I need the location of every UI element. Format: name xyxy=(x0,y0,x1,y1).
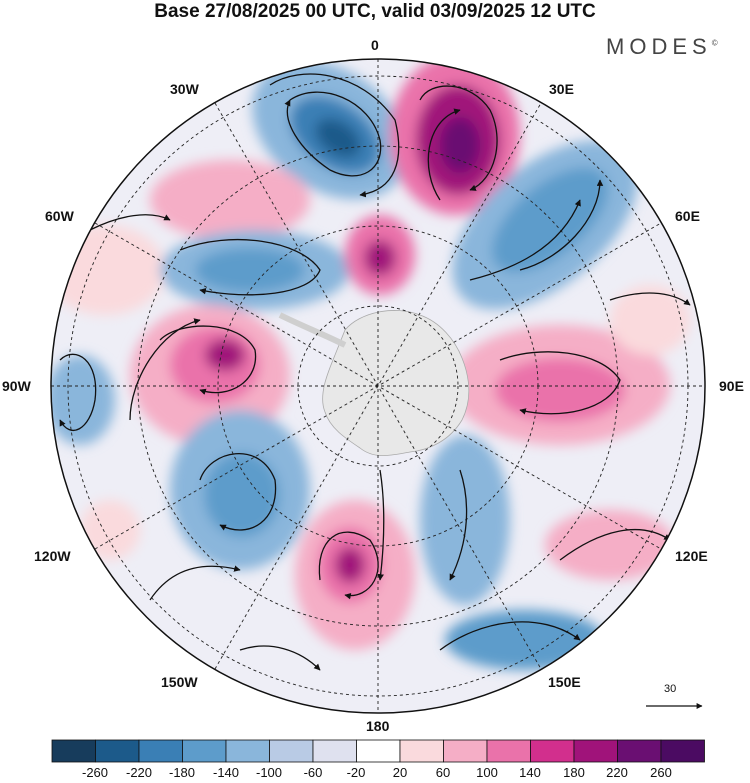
colorbar-label: -260 xyxy=(81,765,109,780)
streamline xyxy=(149,565,241,601)
anomaly-positive xyxy=(205,339,245,371)
colorbar-label: 140 xyxy=(519,765,541,780)
anomaly-negative xyxy=(315,118,361,158)
colorbar-swatch xyxy=(573,739,618,763)
colorbar-label: 220 xyxy=(606,765,628,780)
colorbar-label: 20 xyxy=(392,765,408,780)
streamline xyxy=(439,621,581,651)
colorbar-label: -20 xyxy=(346,765,366,780)
anomaly-positive xyxy=(495,358,625,422)
anomaly-negative xyxy=(51,355,115,445)
map-boundary xyxy=(50,58,706,714)
colorbar-label: -180 xyxy=(168,765,196,780)
streamline xyxy=(129,318,201,421)
lon-label-90e: 90E xyxy=(719,378,744,394)
lon-label-120e: 120E xyxy=(675,548,708,564)
colorbar-label: 60 xyxy=(435,765,451,780)
colorbar-label: -220 xyxy=(125,765,153,780)
anomaly-negative xyxy=(204,453,280,537)
graticule xyxy=(51,59,705,713)
streamline xyxy=(377,469,385,581)
anomaly-negative xyxy=(445,610,605,670)
streamline xyxy=(59,353,97,432)
lon-label-150w: 150W xyxy=(161,674,198,690)
anomaly-negative xyxy=(420,435,510,605)
streamline xyxy=(284,91,382,177)
lon-label-30e: 30E xyxy=(549,81,574,97)
colorbar xyxy=(51,739,705,763)
lon-label-0: 0 xyxy=(371,37,379,53)
streamline xyxy=(199,453,277,531)
colorbar-swatch xyxy=(225,739,270,763)
brand-logo: MODES© xyxy=(606,34,718,60)
anomaly-positive xyxy=(364,240,396,276)
anomaly-positive xyxy=(80,500,140,560)
brand-text: MODES xyxy=(606,34,712,59)
lon-label-180: 180 xyxy=(366,718,390,734)
colorbar-swatch xyxy=(95,739,140,763)
wind-streamlines xyxy=(59,73,691,671)
colorbar-swatch xyxy=(443,739,488,763)
streamline xyxy=(449,469,468,581)
colorbar-label: 180 xyxy=(563,765,585,780)
meridian xyxy=(214,102,542,670)
reference-vector-label: 30 xyxy=(664,683,677,695)
colorbar-swatch xyxy=(660,739,705,763)
anomaly-negative xyxy=(491,167,609,273)
streamline xyxy=(318,531,379,600)
colorbar-label: -100 xyxy=(255,765,283,780)
parallel xyxy=(67,75,689,697)
parallel xyxy=(297,305,459,467)
streamline xyxy=(239,645,321,671)
colorbar-swatch xyxy=(399,739,444,763)
streamline xyxy=(269,73,400,198)
anomaly-positive xyxy=(51,225,165,315)
colorbar-swatch xyxy=(486,739,531,763)
peninsula xyxy=(278,312,347,348)
anomaly-positive xyxy=(610,285,690,355)
lon-label-30w: 30W xyxy=(170,81,199,97)
colorbar-label: -60 xyxy=(303,765,323,780)
streamline xyxy=(609,292,691,306)
colorbar-label: -140 xyxy=(212,765,240,780)
streamline xyxy=(419,85,498,191)
lon-label-60e: 60E xyxy=(675,208,700,224)
colorbar-swatch xyxy=(356,739,401,763)
colorbar-swatch xyxy=(182,739,227,763)
anomaly-positive xyxy=(545,510,675,580)
lon-label-150e: 150E xyxy=(548,674,581,690)
colorbar-label: 260 xyxy=(650,765,672,780)
streamline xyxy=(427,108,461,201)
lon-label-60w: 60W xyxy=(45,208,74,224)
streamline xyxy=(499,351,621,415)
brand-mark: © xyxy=(711,38,718,48)
anomaly-positive xyxy=(335,547,365,583)
anomaly-positive xyxy=(440,117,480,173)
lon-label-120w: 120W xyxy=(34,548,71,564)
streamline xyxy=(159,325,257,395)
colorbar-swatch xyxy=(312,739,357,763)
anomaly-negative xyxy=(195,248,305,292)
streamline xyxy=(469,199,581,281)
colorbar-swatch xyxy=(138,739,183,763)
colorbar-swatch xyxy=(617,739,662,763)
map-title: Base 27/08/2025 00 UTC, valid 03/09/2025… xyxy=(154,1,596,22)
colorbar-swatch xyxy=(269,739,314,763)
streamline xyxy=(559,528,671,561)
streamline xyxy=(519,179,604,271)
anomaly-positive xyxy=(150,160,310,240)
parallel xyxy=(217,225,539,547)
streamline xyxy=(89,214,171,231)
lon-label-90w: 90W xyxy=(2,378,31,394)
colorbar-swatch xyxy=(51,739,96,763)
colorbar-swatch xyxy=(530,739,575,763)
colorbar-label: 100 xyxy=(476,765,498,780)
streamline xyxy=(179,239,321,296)
